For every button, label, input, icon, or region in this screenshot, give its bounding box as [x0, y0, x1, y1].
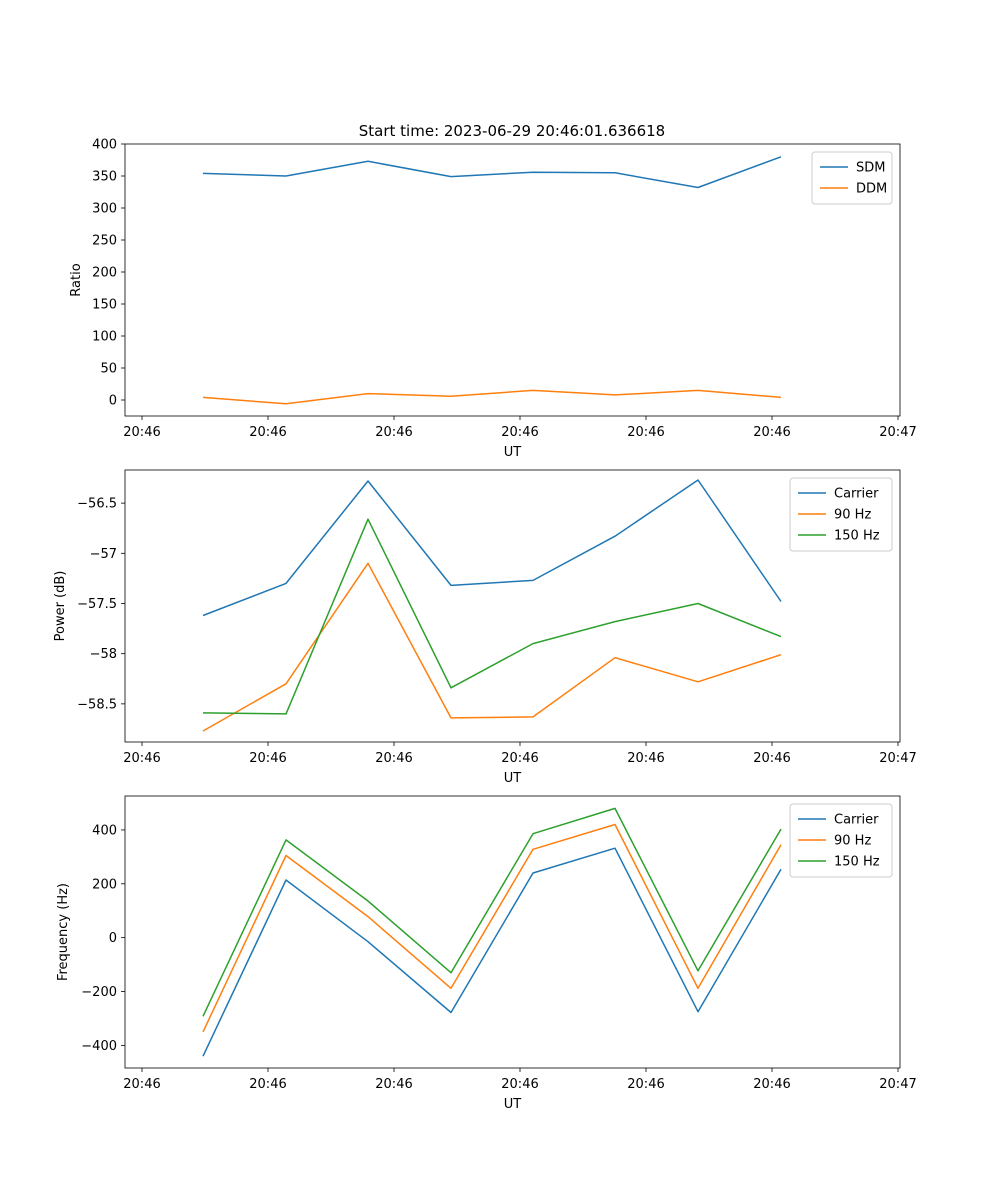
y-tick-label: −58: [90, 647, 117, 662]
power-panel: 20:46 20:46 20:46 20:46 20:46 20:46 20:47 UT −58…: [53, 469, 917, 786]
y-tick-label: −57: [90, 547, 117, 562]
x-tick-label: 20:46: [123, 425, 160, 440]
y-tick-label: 150: [92, 298, 117, 313]
x-tick-label: 20:46: [501, 1077, 538, 1092]
y-tick-label: 350: [92, 170, 117, 185]
y-tick-label: 200: [92, 266, 117, 281]
y-tick-label: 300: [92, 202, 117, 217]
x-axis-label: UT: [504, 1097, 522, 1112]
series-line-150-hz: [202, 518, 782, 715]
x-tick-label: 20:46: [123, 751, 160, 766]
legend: Carrier 90 Hz 150 Hz: [789, 477, 893, 552]
y-tick-label: 100: [92, 330, 117, 345]
x-tick-label: 20:46: [249, 1077, 286, 1092]
legend-label: 90 Hz: [834, 508, 871, 523]
y-tick-label: 50: [100, 362, 117, 377]
x-tick-label: 20:46: [375, 1077, 412, 1092]
legend-label: DDM: [856, 182, 887, 197]
legend: SDM DDM: [811, 151, 893, 205]
series-line-90-hz: [202, 823, 782, 1033]
legend-box: [811, 151, 893, 205]
legend-label: 150 Hz: [834, 529, 880, 544]
x-tick-label: 20:47: [879, 425, 916, 440]
y-tick-label: 0: [109, 394, 117, 409]
y-tick-label: 400: [92, 823, 117, 838]
y-axis-label: Frequency (Hz): [56, 883, 71, 981]
x-tick-label: 20:47: [879, 751, 916, 766]
y-tick-label: −200: [81, 985, 117, 1000]
legend: Carrier 90 Hz 150 Hz: [789, 803, 893, 878]
x-axis-label: UT: [504, 445, 522, 460]
legend-label: SDM: [856, 161, 885, 176]
x-tick-label: 20:46: [249, 751, 286, 766]
y-tick-label: 250: [92, 234, 117, 249]
y-tick-label: −58.5: [77, 697, 117, 712]
x-tick-label: 20:46: [375, 425, 412, 440]
series-line-carrier: [202, 847, 782, 1057]
legend-label: 150 Hz: [834, 855, 880, 870]
x-tick-label: 20:46: [501, 751, 538, 766]
x-tick-label: 20:46: [501, 425, 538, 440]
x-tick-label: 20:46: [375, 751, 412, 766]
series-line-150-hz: [202, 807, 782, 1017]
legend-label: 90 Hz: [834, 834, 871, 849]
series-line-ddm: [202, 389, 782, 405]
y-tick-label: −56.5: [77, 497, 117, 512]
frequency-panel: 20:46 20:46 20:46 20:46 20:46 20:46 20:47 UT −40…: [56, 795, 917, 1112]
x-tick-label: 20:46: [627, 751, 664, 766]
x-tick-label: 20:46: [753, 425, 790, 440]
series-line-90-hz: [202, 562, 782, 732]
x-tick-label: 20:46: [753, 1077, 790, 1092]
x-tick-label: 20:47: [879, 1077, 916, 1092]
x-tick-label: 20:46: [249, 425, 286, 440]
legend-label: Carrier: [834, 813, 879, 828]
ratio-panel: 20:46 20:46 20:46 20:46 20:46 20:46 20:47 UT 0 50…: [69, 138, 917, 461]
legend-label: Carrier: [834, 487, 879, 502]
x-tick-label: 20:46: [123, 1077, 160, 1092]
series-line-carrier: [202, 479, 782, 617]
axes-frame: [124, 143, 901, 417]
legend-box: [789, 477, 893, 552]
y-axis-label: Power (dB): [53, 571, 68, 642]
y-tick-label: −400: [81, 1039, 117, 1054]
y-tick-label: −57.5: [77, 597, 117, 612]
x-axis-label: UT: [504, 771, 522, 786]
y-axis-label: Ratio: [69, 263, 84, 296]
x-tick-label: 20:46: [753, 751, 790, 766]
x-tick-label: 20:46: [627, 1077, 664, 1092]
y-tick-label: 0: [109, 931, 117, 946]
y-tick-label: 400: [92, 138, 117, 153]
y-tick-label: 200: [92, 877, 117, 892]
axes-frame: [124, 469, 901, 743]
x-tick-label: 20:46: [627, 425, 664, 440]
series-line-sdm: [202, 156, 782, 189]
axes-frame: [124, 795, 901, 1069]
legend-box: [789, 803, 893, 878]
figure-title: Start time: 2023-06-29 20:46:01.636618: [359, 122, 665, 140]
